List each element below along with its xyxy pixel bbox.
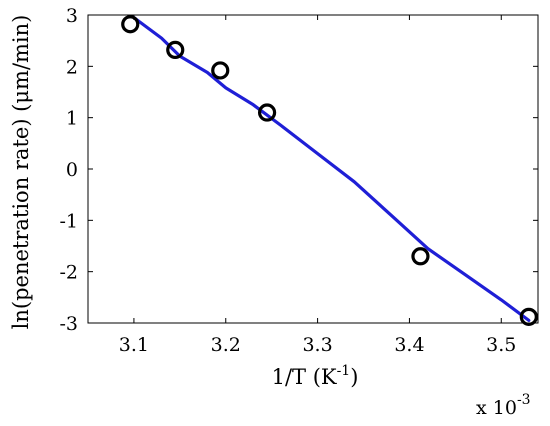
- x-tick-label: 3.2: [211, 334, 241, 356]
- x-axis-multiplier-base: x 10: [476, 397, 517, 419]
- data-point: [121, 15, 140, 34]
- y-tick-label: -1: [59, 210, 78, 232]
- data-point: [257, 103, 277, 122]
- y-tick-label: 0: [66, 159, 78, 181]
- x-tick-label: 3.4: [394, 334, 424, 356]
- x-tick-label: 3.1: [119, 334, 149, 356]
- data-point: [211, 61, 230, 80]
- x-axis-label-close: ): [350, 365, 358, 389]
- fit-line: [132, 16, 531, 322]
- x-axis-multiplier-exp: -3: [517, 392, 531, 408]
- y-tick-label: 1: [66, 108, 78, 130]
- x-axis-label-sup: -1: [337, 363, 351, 379]
- y-tick-label: -2: [59, 262, 78, 284]
- x-tick-label: 3.3: [302, 334, 332, 356]
- y-tick-label: 2: [66, 56, 78, 78]
- y-tick-label: 3: [66, 5, 78, 27]
- data-point: [519, 307, 538, 326]
- data-point: [166, 40, 185, 60]
- axes-layer: 3.1 3.2 3.3 3.4 3.5 -3 -2 -1 0 1 2 3: [59, 5, 539, 356]
- x-axis-label: 1/T (K-1): [272, 363, 359, 389]
- x-tick-label: 3.5: [486, 334, 516, 356]
- data-point: [411, 247, 430, 266]
- y-axis-label: ln(penetration rate) (μm/min): [9, 15, 33, 330]
- x-axis-label-main: 1/T (K: [272, 365, 337, 389]
- y-tick-label: -3: [59, 313, 78, 335]
- series-layer: [121, 15, 538, 326]
- x-axis-multiplier: x 10-3: [476, 392, 531, 419]
